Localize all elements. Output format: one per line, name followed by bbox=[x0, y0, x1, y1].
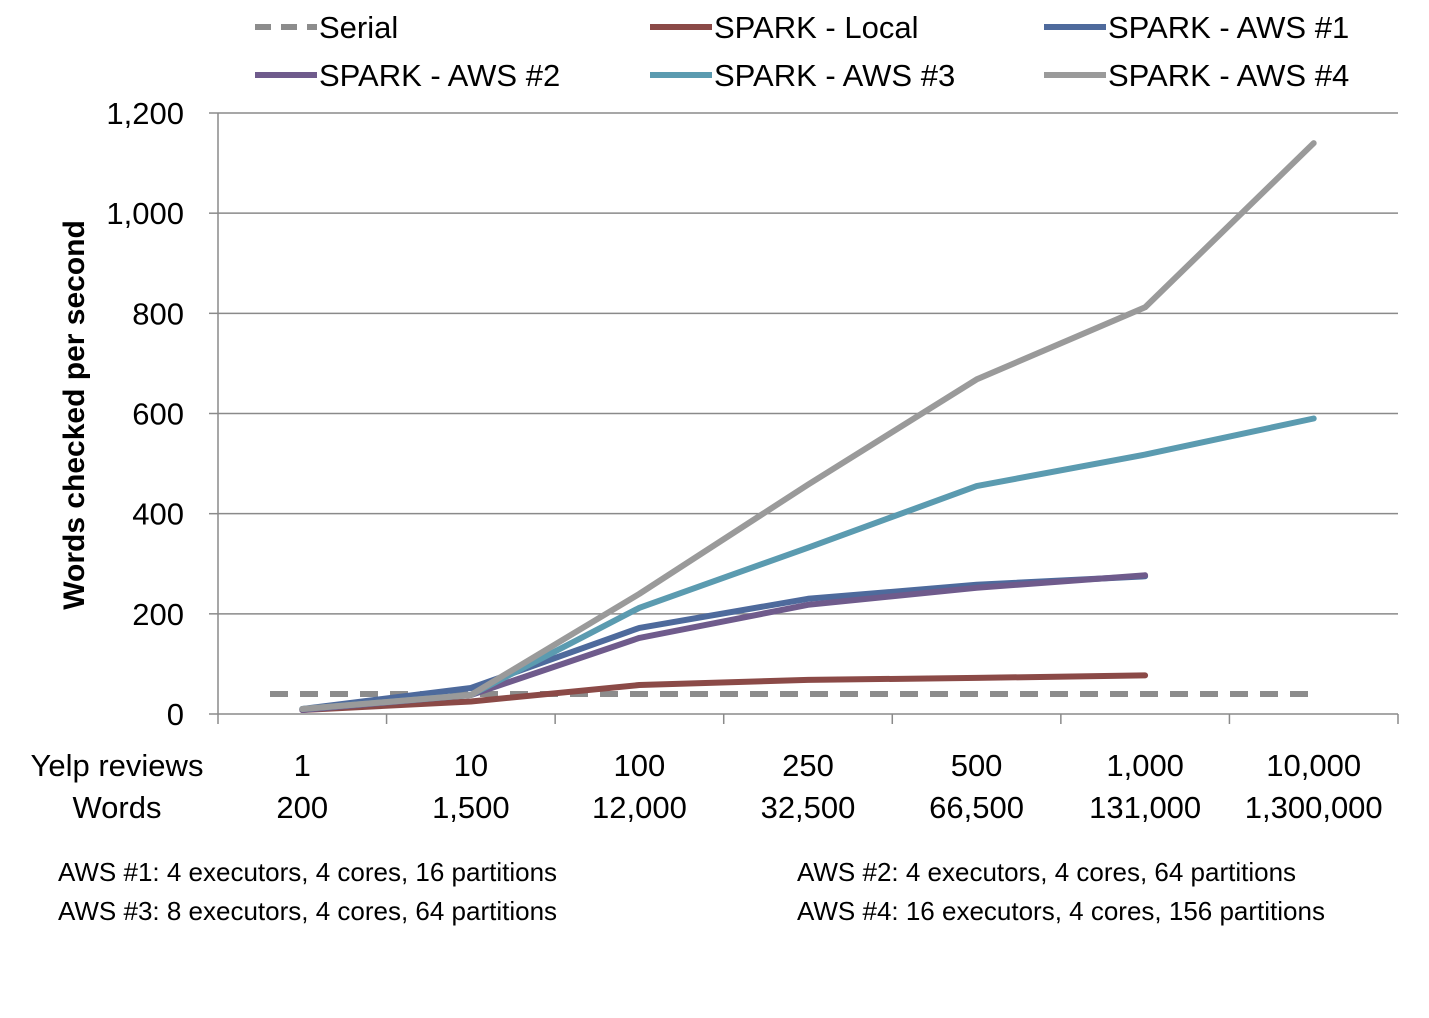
note-aws-1: AWS #1: 4 executors, 4 cores, 16 partiti… bbox=[58, 857, 557, 887]
legend-label: SPARK - AWS #1 bbox=[1108, 10, 1349, 45]
x-tick-label: 1 bbox=[294, 748, 311, 783]
x-tick-label: 1,500 bbox=[432, 790, 510, 825]
y-tick-label: 800 bbox=[132, 296, 184, 331]
x-tick-label: 200 bbox=[276, 790, 328, 825]
y-tick-label: 0 bbox=[167, 697, 184, 732]
x-tick-label: 131,000 bbox=[1089, 790, 1201, 825]
x-tick-label: 1,300,000 bbox=[1245, 790, 1383, 825]
x-tick-label: 10 bbox=[454, 748, 488, 783]
x-tick-label: 100 bbox=[614, 748, 666, 783]
x-tick-label: 66,500 bbox=[929, 790, 1024, 825]
x-tick-label: 500 bbox=[951, 748, 1003, 783]
y-axis-ticks: 0 200 400 600 800 1,000 1,200 bbox=[106, 96, 218, 732]
legend-label: SPARK - AWS #3 bbox=[714, 58, 955, 93]
x-axis-categories: Yelp reviews 1 10 100 250 500 1,000 10,000 Words… bbox=[31, 748, 1383, 825]
note-aws-2: AWS #2: 4 executors, 4 cores, 64 partiti… bbox=[797, 857, 1296, 887]
gridlines bbox=[218, 112, 1398, 615]
y-tick-label: 400 bbox=[132, 497, 184, 532]
series-line-spark-aws-1 bbox=[299, 573, 1149, 712]
x-tick-label: 1,000 bbox=[1106, 748, 1184, 783]
notes: AWS #1: 4 executors, 4 cores, 16 partiti… bbox=[58, 857, 1325, 926]
series-line-spark-aws-4 bbox=[299, 140, 1317, 712]
x-tick-label: 250 bbox=[782, 748, 834, 783]
chart-legend: Serial SPARK - Local SPARK - AWS #1 SPARK -… bbox=[255, 10, 1349, 93]
x-tick-label: 32,500 bbox=[761, 790, 856, 825]
legend-label: Serial bbox=[319, 10, 398, 45]
y-tick-label: 1,200 bbox=[106, 96, 184, 131]
y-tick-label: 1,000 bbox=[106, 196, 184, 231]
x-tick-label: 10,000 bbox=[1266, 748, 1361, 783]
series-line-spark-aws-2 bbox=[299, 572, 1149, 713]
note-aws-4: AWS #4: 16 executors, 4 cores, 156 parti… bbox=[797, 896, 1325, 926]
category-row-label: Yelp reviews bbox=[31, 748, 204, 783]
x-tick-label: 12,000 bbox=[592, 790, 687, 825]
series-line-spark-aws-3 bbox=[299, 415, 1317, 712]
y-tick-label: 600 bbox=[132, 397, 184, 432]
category-row-label: Words bbox=[72, 790, 161, 825]
note-aws-3: AWS #3: 8 executors, 4 cores, 64 partiti… bbox=[58, 896, 557, 926]
axes bbox=[217, 113, 1399, 724]
y-tick-label: 200 bbox=[132, 597, 184, 632]
series-group bbox=[270, 140, 1318, 713]
series-line-spark-local bbox=[299, 672, 1149, 713]
legend-label: SPARK - AWS #4 bbox=[1108, 58, 1349, 93]
y-axis-label: Words checked per second bbox=[58, 220, 91, 610]
legend-label: SPARK - Local bbox=[714, 10, 918, 45]
legend-label: SPARK - AWS #2 bbox=[319, 58, 560, 93]
